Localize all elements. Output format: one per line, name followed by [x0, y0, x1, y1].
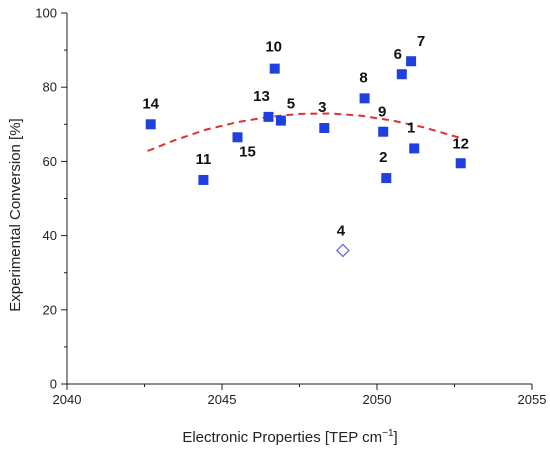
x-axis-title-suffix: ]: [394, 429, 398, 446]
data-point-label-3: 3: [318, 99, 326, 116]
y-tick-label: 40: [43, 228, 57, 243]
data-point-11: [198, 174, 209, 185]
data-point-5: [275, 115, 286, 126]
data-point-6: [396, 69, 407, 80]
x-tick-label: 2055: [518, 392, 547, 407]
y-tick-label: 80: [43, 80, 57, 95]
data-point-4: [335, 243, 350, 258]
x-tick-label: 2050: [363, 392, 392, 407]
data-point-label-13: 13: [253, 88, 270, 105]
data-point-label-11: 11: [195, 151, 211, 168]
x-tick-label: 2045: [208, 392, 237, 407]
y-tick-label: 20: [43, 302, 57, 317]
data-point-label-9: 9: [378, 104, 386, 121]
x-axis-title-main: Electronic Properties [TEP cm: [182, 429, 382, 446]
data-point-label-5: 5: [287, 96, 295, 113]
data-point-10: [269, 63, 280, 74]
data-point-13: [263, 111, 274, 122]
data-point-1: [409, 143, 420, 154]
data-point-label-8: 8: [359, 69, 367, 86]
x-tick-label: 2040: [53, 392, 82, 407]
fit-curve-layer: [147, 112, 461, 152]
data-point-label-10: 10: [265, 39, 282, 56]
data-point-label-1: 1: [407, 119, 415, 136]
data-point-label-7: 7: [417, 33, 425, 50]
data-point-label-4: 4: [337, 222, 346, 239]
y-tick-label: 100: [35, 6, 57, 21]
x-axis-title-superscript: −1: [382, 428, 394, 439]
data-point-9: [378, 126, 389, 137]
y-tick-label: 0: [50, 377, 57, 392]
x-axis-title: Electronic Properties [TEP cm−1]: [182, 428, 397, 446]
data-point-7: [406, 56, 417, 67]
y-tick-label: 60: [43, 154, 57, 169]
data-points-layer: [145, 56, 466, 258]
data-point-14: [145, 119, 156, 130]
data-point-label-15: 15: [239, 143, 256, 160]
data-point-label-12: 12: [452, 135, 469, 152]
fit-curve-line: [147, 112, 461, 152]
y-axis-title: Experimental Conversion [%]: [7, 118, 24, 311]
data-point-8: [359, 93, 370, 104]
data-point-15: [232, 132, 243, 143]
data-point-label-14: 14: [142, 95, 159, 112]
data-point-label-6: 6: [394, 46, 402, 63]
data-point-3: [319, 123, 330, 134]
data-point-12: [455, 158, 466, 169]
data-point-label-2: 2: [379, 149, 387, 166]
data-point-2: [381, 173, 392, 184]
